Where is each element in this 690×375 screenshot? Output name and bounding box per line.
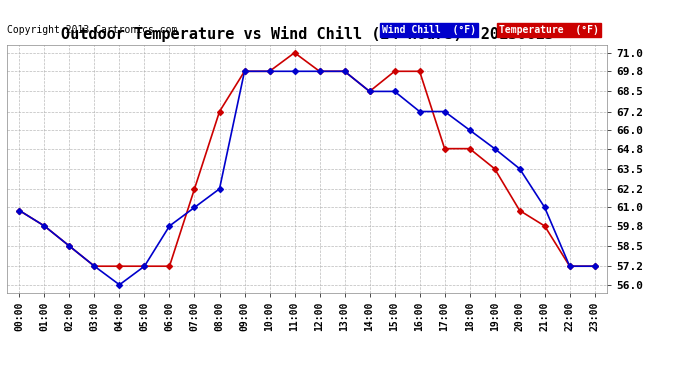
Text: Copyright 2013 Cartronics.com: Copyright 2013 Cartronics.com <box>7 25 177 35</box>
Text: Temperature  (°F): Temperature (°F) <box>499 25 599 35</box>
Title: Outdoor Temperature vs Wind Chill (24 Hours)  20130613: Outdoor Temperature vs Wind Chill (24 Ho… <box>61 27 553 42</box>
Text: Wind Chill  (°F): Wind Chill (°F) <box>382 25 476 35</box>
